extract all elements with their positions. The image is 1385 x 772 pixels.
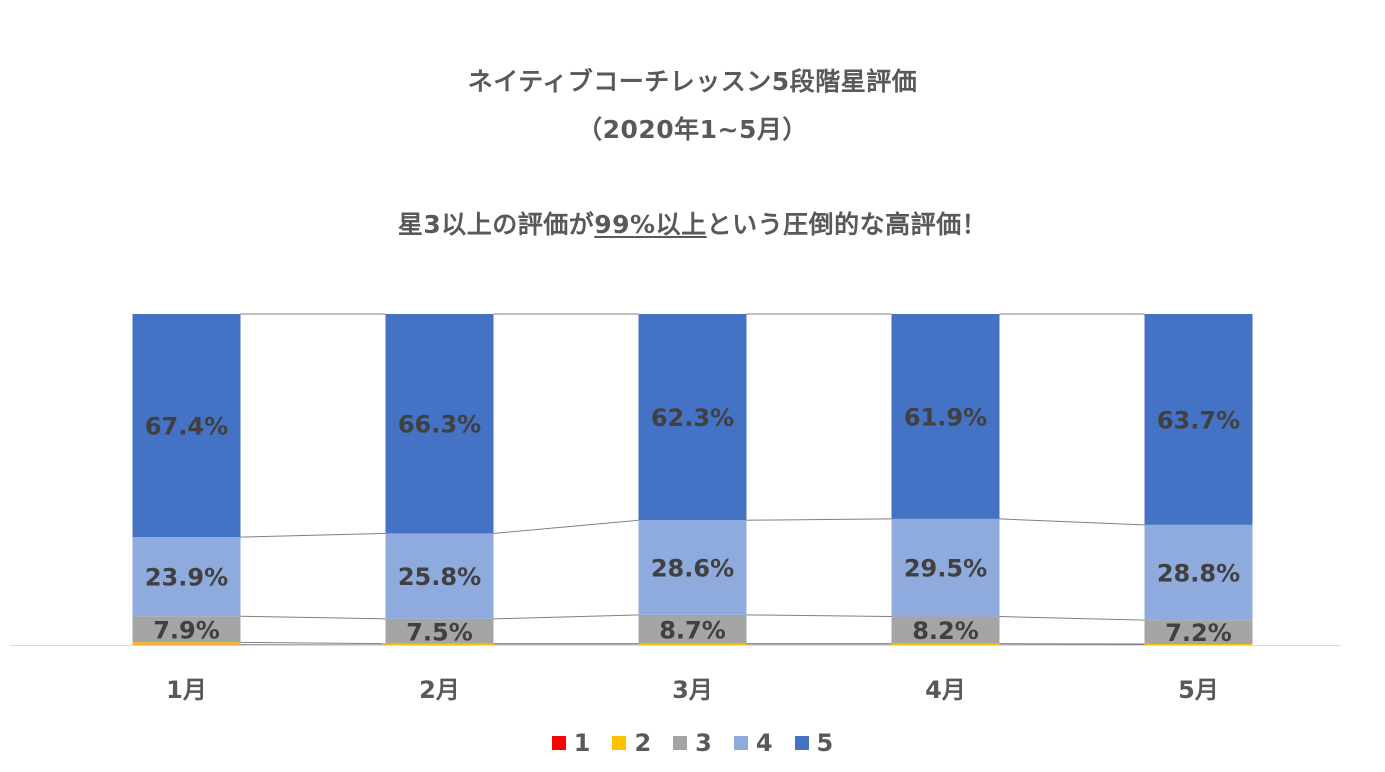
legend-label-2: 2 (634, 729, 652, 757)
bar-segment-3-5 (1144, 620, 1253, 645)
legend-swatch-5 (794, 736, 809, 750)
data-label-5-4: 61.9% (904, 403, 987, 431)
legend-item-4: 4 (733, 729, 773, 757)
data-label-5-3: 62.3% (651, 404, 734, 432)
legend-item-2: 2 (612, 729, 651, 757)
data-label-5-1: 67.4% (145, 413, 228, 441)
bar-segment-4-5 (1144, 524, 1253, 621)
bar-segment-3-4 (891, 616, 1000, 644)
series-line-3-3 (746, 614, 892, 618)
series-line-4-4 (999, 518, 1145, 526)
series-line-3-1 (240, 615, 386, 620)
bar-segment-2-2 (385, 643, 494, 645)
legend-item-5: 5 (794, 729, 834, 757)
data-label-4-5: 28.8% (1157, 560, 1240, 588)
data-label-4-1: 23.9% (145, 564, 228, 592)
data-label-3-1: 7.9% (153, 616, 220, 644)
legend-swatch-3 (673, 736, 688, 750)
chart-title: ネイティブコーチレッスン5段階星評価 (467, 67, 918, 96)
bar-segment-3-2 (385, 618, 494, 644)
legend-label-4: 4 (755, 729, 773, 757)
series-line-3-2 (493, 614, 639, 620)
legend-item-3: 3 (673, 729, 712, 757)
x-tick-label-2: 2月 (419, 676, 460, 704)
bar-segment-5-1 (132, 314, 241, 538)
x-tick-label-1: 1月 (166, 676, 207, 704)
legend-swatch-2 (612, 736, 627, 750)
bar-segment-2-5 (1144, 644, 1253, 645)
bar-segment-4-1 (132, 537, 241, 617)
chart-subtitle: 星3以上の評価が99%以上という圧倒的な高評価！ (0, 205, 1385, 241)
bar-segment-4-3 (638, 520, 747, 615)
data-label-3-3: 8.7% (659, 616, 726, 644)
chart-legend: 1 2 3 4 5 (0, 729, 1385, 757)
data-label-5-5: 63.7% (1157, 406, 1240, 434)
series-line-2-1 (240, 641, 386, 645)
series-line-4-3 (746, 518, 892, 521)
data-label-4-4: 29.5% (904, 555, 987, 583)
data-label-4-3: 28.6% (651, 555, 734, 583)
series-line-4-2 (493, 519, 639, 534)
x-tick-label-5: 5月 (1178, 676, 1219, 704)
chart-title-period: （2020年1~5月） (577, 115, 808, 144)
bar-segment-2-1 (132, 642, 241, 645)
data-label-5-2: 66.3% (398, 411, 481, 439)
data-label-3-5: 7.2% (1165, 619, 1232, 647)
legend-label-3: 3 (695, 729, 712, 757)
series-line-3-4 (999, 616, 1145, 621)
bar-segment-5-2 (385, 314, 494, 534)
subtitle-after: という圧倒的な高評価！ (706, 210, 988, 239)
bar-segment-3-1 (132, 616, 241, 643)
x-tick-label-4: 4月 (925, 676, 966, 704)
legend-label-1: 1 (573, 729, 591, 757)
bars-layer (132, 314, 1253, 645)
x-tick-label-3: 3月 (672, 676, 713, 704)
data-label-4-2: 25.8% (398, 563, 481, 591)
data-label-3-2: 7.5% (406, 618, 473, 646)
subtitle-highlight: 99%以上 (594, 210, 707, 239)
subtitle-before: 星3以上の評価が (397, 210, 595, 239)
series-line-4-1 (240, 532, 386, 538)
bar-segment-5-5 (1144, 314, 1253, 525)
bar-segment-4-2 (385, 533, 494, 619)
bar-segment-4-4 (891, 518, 1000, 617)
legend-label-5: 5 (816, 729, 834, 757)
legend-item-1: 1 (551, 729, 591, 757)
legend-swatch-1 (551, 736, 566, 750)
legend-swatch-4 (733, 736, 748, 750)
bar-segment-5-3 (638, 314, 747, 521)
data-label-3-4: 8.2% (912, 617, 979, 645)
bar-segment-2-4 (891, 643, 1000, 645)
bar-segment-3-3 (638, 614, 747, 644)
data-labels-layer: 7.9% 23.9% 67.4% 1月 7.5% 25.8% 66.3% 2月 8.7% 28.6… (145, 403, 1240, 704)
bar-segment-5-4 (891, 314, 1000, 519)
bar-segment-2-3 (638, 643, 747, 645)
